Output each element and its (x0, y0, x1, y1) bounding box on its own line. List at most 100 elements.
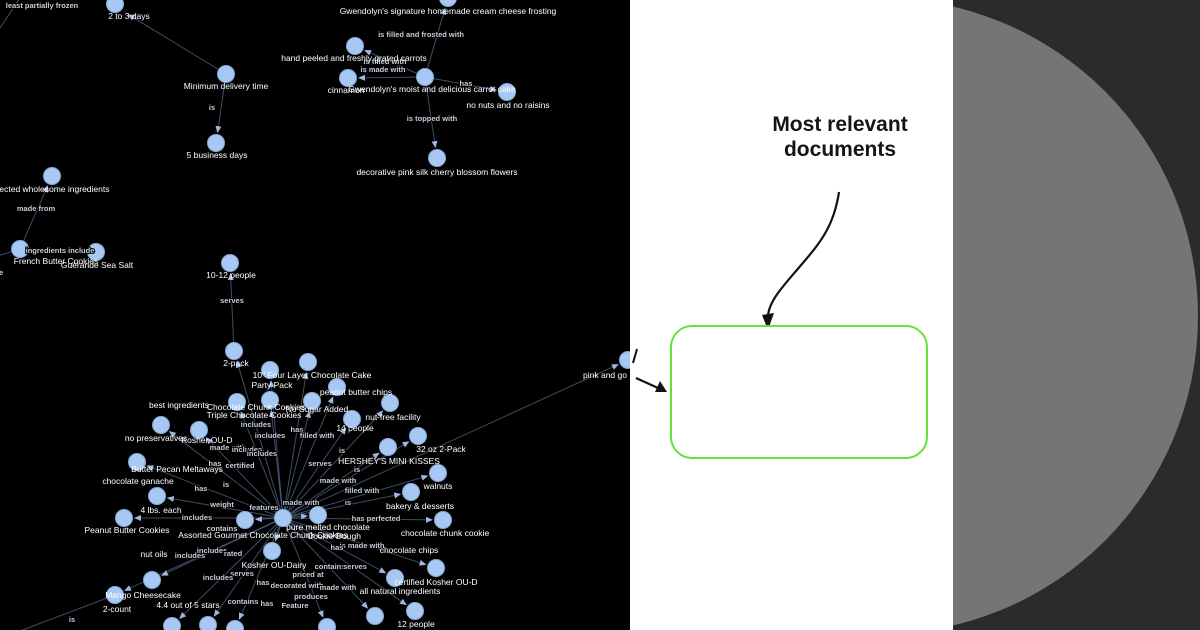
edge-label: has (460, 79, 473, 88)
node-label: decorative pink silk cherry blossom flow… (356, 167, 517, 177)
edge-label: is topped with (407, 114, 458, 123)
edge-label: made with (320, 476, 357, 485)
edge-label: includes (241, 420, 271, 429)
graph-node (406, 602, 424, 620)
graph-node (402, 483, 420, 501)
edge-label: Feature (281, 601, 308, 610)
edge-label: decorated with (271, 581, 324, 590)
graph-node (386, 569, 404, 587)
graph-node (346, 37, 364, 55)
side-arrow-head-icon (655, 381, 667, 392)
edge-label: has (257, 578, 270, 587)
node-label: Triple Chocolate Cookies (207, 410, 302, 420)
edge-label: ingredients include (26, 246, 95, 255)
graph-node (299, 353, 317, 371)
knowledge-graph: least partially frozen is is filled and fr… (0, 0, 630, 630)
graph-node (274, 509, 292, 527)
graph-node (261, 361, 279, 379)
graph-edge (282, 410, 311, 519)
node-label: peanut butter chips (320, 387, 392, 397)
graph-node (381, 394, 399, 412)
graph-edge (282, 364, 619, 519)
edge-label: include (0, 268, 3, 277)
edge-label: includes (247, 449, 277, 458)
graph-node (199, 616, 217, 630)
edge-label: serves (220, 296, 244, 305)
edge-label: has (331, 543, 344, 552)
edge-label: includes (203, 573, 233, 582)
graph-node (343, 410, 361, 428)
graph-edge (127, 14, 227, 75)
graph-edge (179, 517, 284, 620)
graph-edge (213, 517, 284, 617)
node-label: hand peeled and freshly grated carrots (281, 53, 427, 63)
node-label: all natural ingredients (360, 586, 441, 596)
node-label: Kosher OU-Dairy (242, 560, 307, 570)
edge-label: features (249, 503, 278, 512)
node-label: pure melted chocolate (286, 522, 370, 532)
edge-label: made from (17, 204, 56, 213)
node-label: Cookie Dough (307, 531, 361, 541)
edge-label: is (69, 615, 75, 624)
side-panel (953, 0, 1200, 630)
graph-node (434, 511, 452, 529)
node-label: 32 oz 2-Pack (416, 444, 466, 454)
decorative-circle (953, 0, 1198, 630)
node-label: 14 people (336, 423, 374, 433)
edge-label: contains (315, 562, 346, 571)
edge-label: made with (210, 443, 247, 452)
node-label: 2-count (103, 604, 132, 614)
edge-label: serves (343, 562, 367, 571)
node-label: cinnamon (328, 85, 365, 95)
edge-label: includes (255, 431, 285, 440)
graph-edge (19, 185, 49, 250)
graph-node (428, 149, 446, 167)
edge-label: serves (230, 569, 254, 578)
graph-node (143, 571, 161, 589)
graph-edge (238, 517, 284, 620)
graph-node (87, 243, 105, 261)
graph-node (190, 421, 208, 439)
graph-node (128, 453, 146, 471)
node-label: French Butter Cookies (14, 256, 99, 266)
node-label: selected wholesome ingredients (0, 184, 109, 194)
node-label: nut oils (141, 549, 168, 559)
graph-edge (282, 517, 387, 574)
pen-tick-mark (632, 348, 638, 364)
graph-edge (227, 272, 235, 352)
graph-node (339, 69, 357, 87)
node-label: Guérande Sea Salt (61, 260, 134, 270)
graph-node (309, 506, 327, 524)
graph-edge (282, 517, 427, 566)
graph-edge (282, 517, 369, 609)
node-label: chocolate ganache (102, 476, 174, 486)
edge-label: is (339, 446, 345, 455)
node-label: chocolate chunk cookie (401, 528, 490, 538)
graph-node (498, 83, 516, 101)
edge-label: is (209, 103, 215, 112)
graph-edge (205, 437, 284, 519)
annotation-panel: Most relevant documents year: 2021, cont… (630, 0, 953, 630)
node-label: HERSHEY'S MINI KISSES (338, 456, 440, 466)
graph-node (152, 416, 170, 434)
edge-label: rated (224, 549, 243, 558)
graph-edge (282, 452, 380, 519)
edge-label: is (345, 498, 351, 507)
node-label: 2 to 3 days (108, 11, 150, 21)
edge-label: least partially frozen (6, 1, 79, 10)
edge-label: is made with (360, 65, 405, 74)
relevant-documents-group-box: year: 2021, content: ... year: 2021, con… (670, 325, 928, 459)
node-label: Minimum delivery time (184, 81, 269, 91)
graph-edge (282, 410, 384, 519)
graph-node (106, 586, 124, 604)
graph-node (226, 620, 244, 630)
node-label: no nuts and no raisins (466, 100, 549, 110)
node-label: nut-free facility (365, 412, 421, 422)
side-arrow (635, 376, 659, 390)
node-label: certified Kosher OU-D (394, 577, 477, 587)
graph-edge (282, 474, 429, 519)
graph-edge (268, 409, 284, 519)
edge-label: includes (232, 445, 262, 454)
graph-node (11, 240, 29, 258)
edge-label: is (223, 480, 229, 489)
